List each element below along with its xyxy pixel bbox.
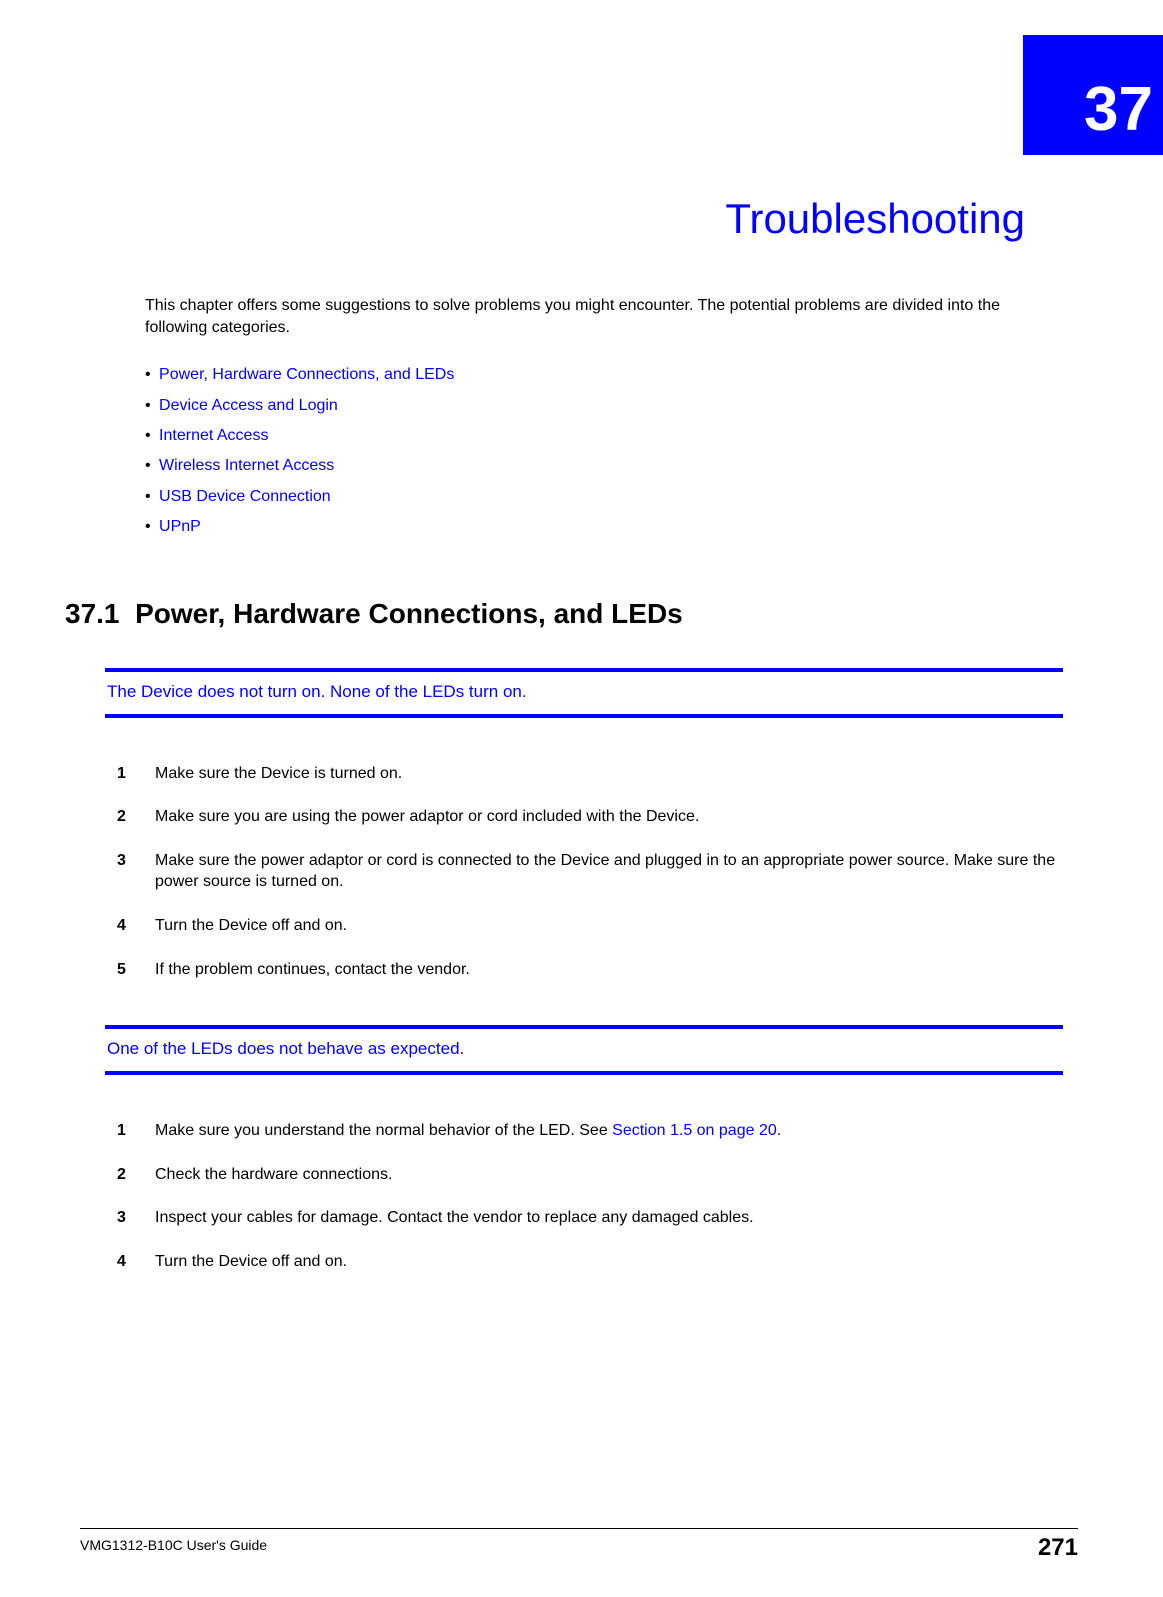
chapter-number: 37 — [1084, 74, 1153, 145]
step-item: Inspect your cables for damage. Contact … — [117, 1207, 1063, 1229]
page-content: This chapter offers some suggestions to … — [95, 295, 1063, 1317]
chapter-tab: 37 — [1023, 35, 1163, 155]
step-item: Turn the Device off and on. — [117, 1251, 1063, 1273]
link-internet-access[interactable]: Internet Access — [145, 421, 1063, 451]
step-text-post: . — [777, 1122, 781, 1139]
intro-paragraph: This chapter offers some suggestions to … — [95, 295, 1063, 338]
page-number: 271 — [1038, 1534, 1078, 1562]
steps-list-1: Make sure the Device is turned on. Make … — [95, 763, 1063, 981]
problem-title-1: The Device does not turn on. None of the… — [105, 682, 1063, 702]
section-heading: 37.1 Power, Hardware Connections, and LE… — [65, 598, 1063, 630]
step-item: Make sure you understand the normal beha… — [117, 1120, 1063, 1142]
page-footer: VMG1312-B10C User's Guide 271 — [80, 1528, 1078, 1562]
problem-box-2: One of the LEDs does not behave as expec… — [105, 1025, 1063, 1075]
cross-reference-link[interactable]: Section 1.5 on page 20 — [612, 1122, 777, 1139]
section-title: Power, Hardware Connections, and LEDs — [135, 598, 683, 629]
section-number: 37.1 — [65, 598, 120, 629]
problem-title-2: One of the LEDs does not behave as expec… — [105, 1039, 1063, 1059]
step-item: Make sure you are using the power adapto… — [117, 806, 1063, 828]
step-item: Turn the Device off and on. — [117, 915, 1063, 937]
steps-list-2: Make sure you understand the normal beha… — [95, 1120, 1063, 1272]
footer-guide-title: VMG1312-B10C User's Guide — [80, 1537, 267, 1553]
step-item: Make sure the power adaptor or cord is c… — [117, 850, 1063, 893]
step-item: Check the hardware connections. — [117, 1164, 1063, 1186]
link-wireless-internet[interactable]: Wireless Internet Access — [145, 451, 1063, 481]
problem-box-1: The Device does not turn on. None of the… — [105, 668, 1063, 718]
step-item: Make sure the Device is turned on. — [117, 763, 1063, 785]
category-link-list: Power, Hardware Connections, and LEDs De… — [95, 360, 1063, 542]
chapter-title: Troubleshooting — [725, 195, 1025, 243]
step-item: If the problem continues, contact the ve… — [117, 959, 1063, 981]
link-usb-device[interactable]: USB Device Connection — [145, 482, 1063, 512]
step-text-pre: Make sure you understand the normal beha… — [155, 1122, 612, 1139]
link-device-access[interactable]: Device Access and Login — [145, 391, 1063, 421]
link-upnp[interactable]: UPnP — [145, 512, 1063, 542]
link-power-hardware[interactable]: Power, Hardware Connections, and LEDs — [145, 360, 1063, 390]
